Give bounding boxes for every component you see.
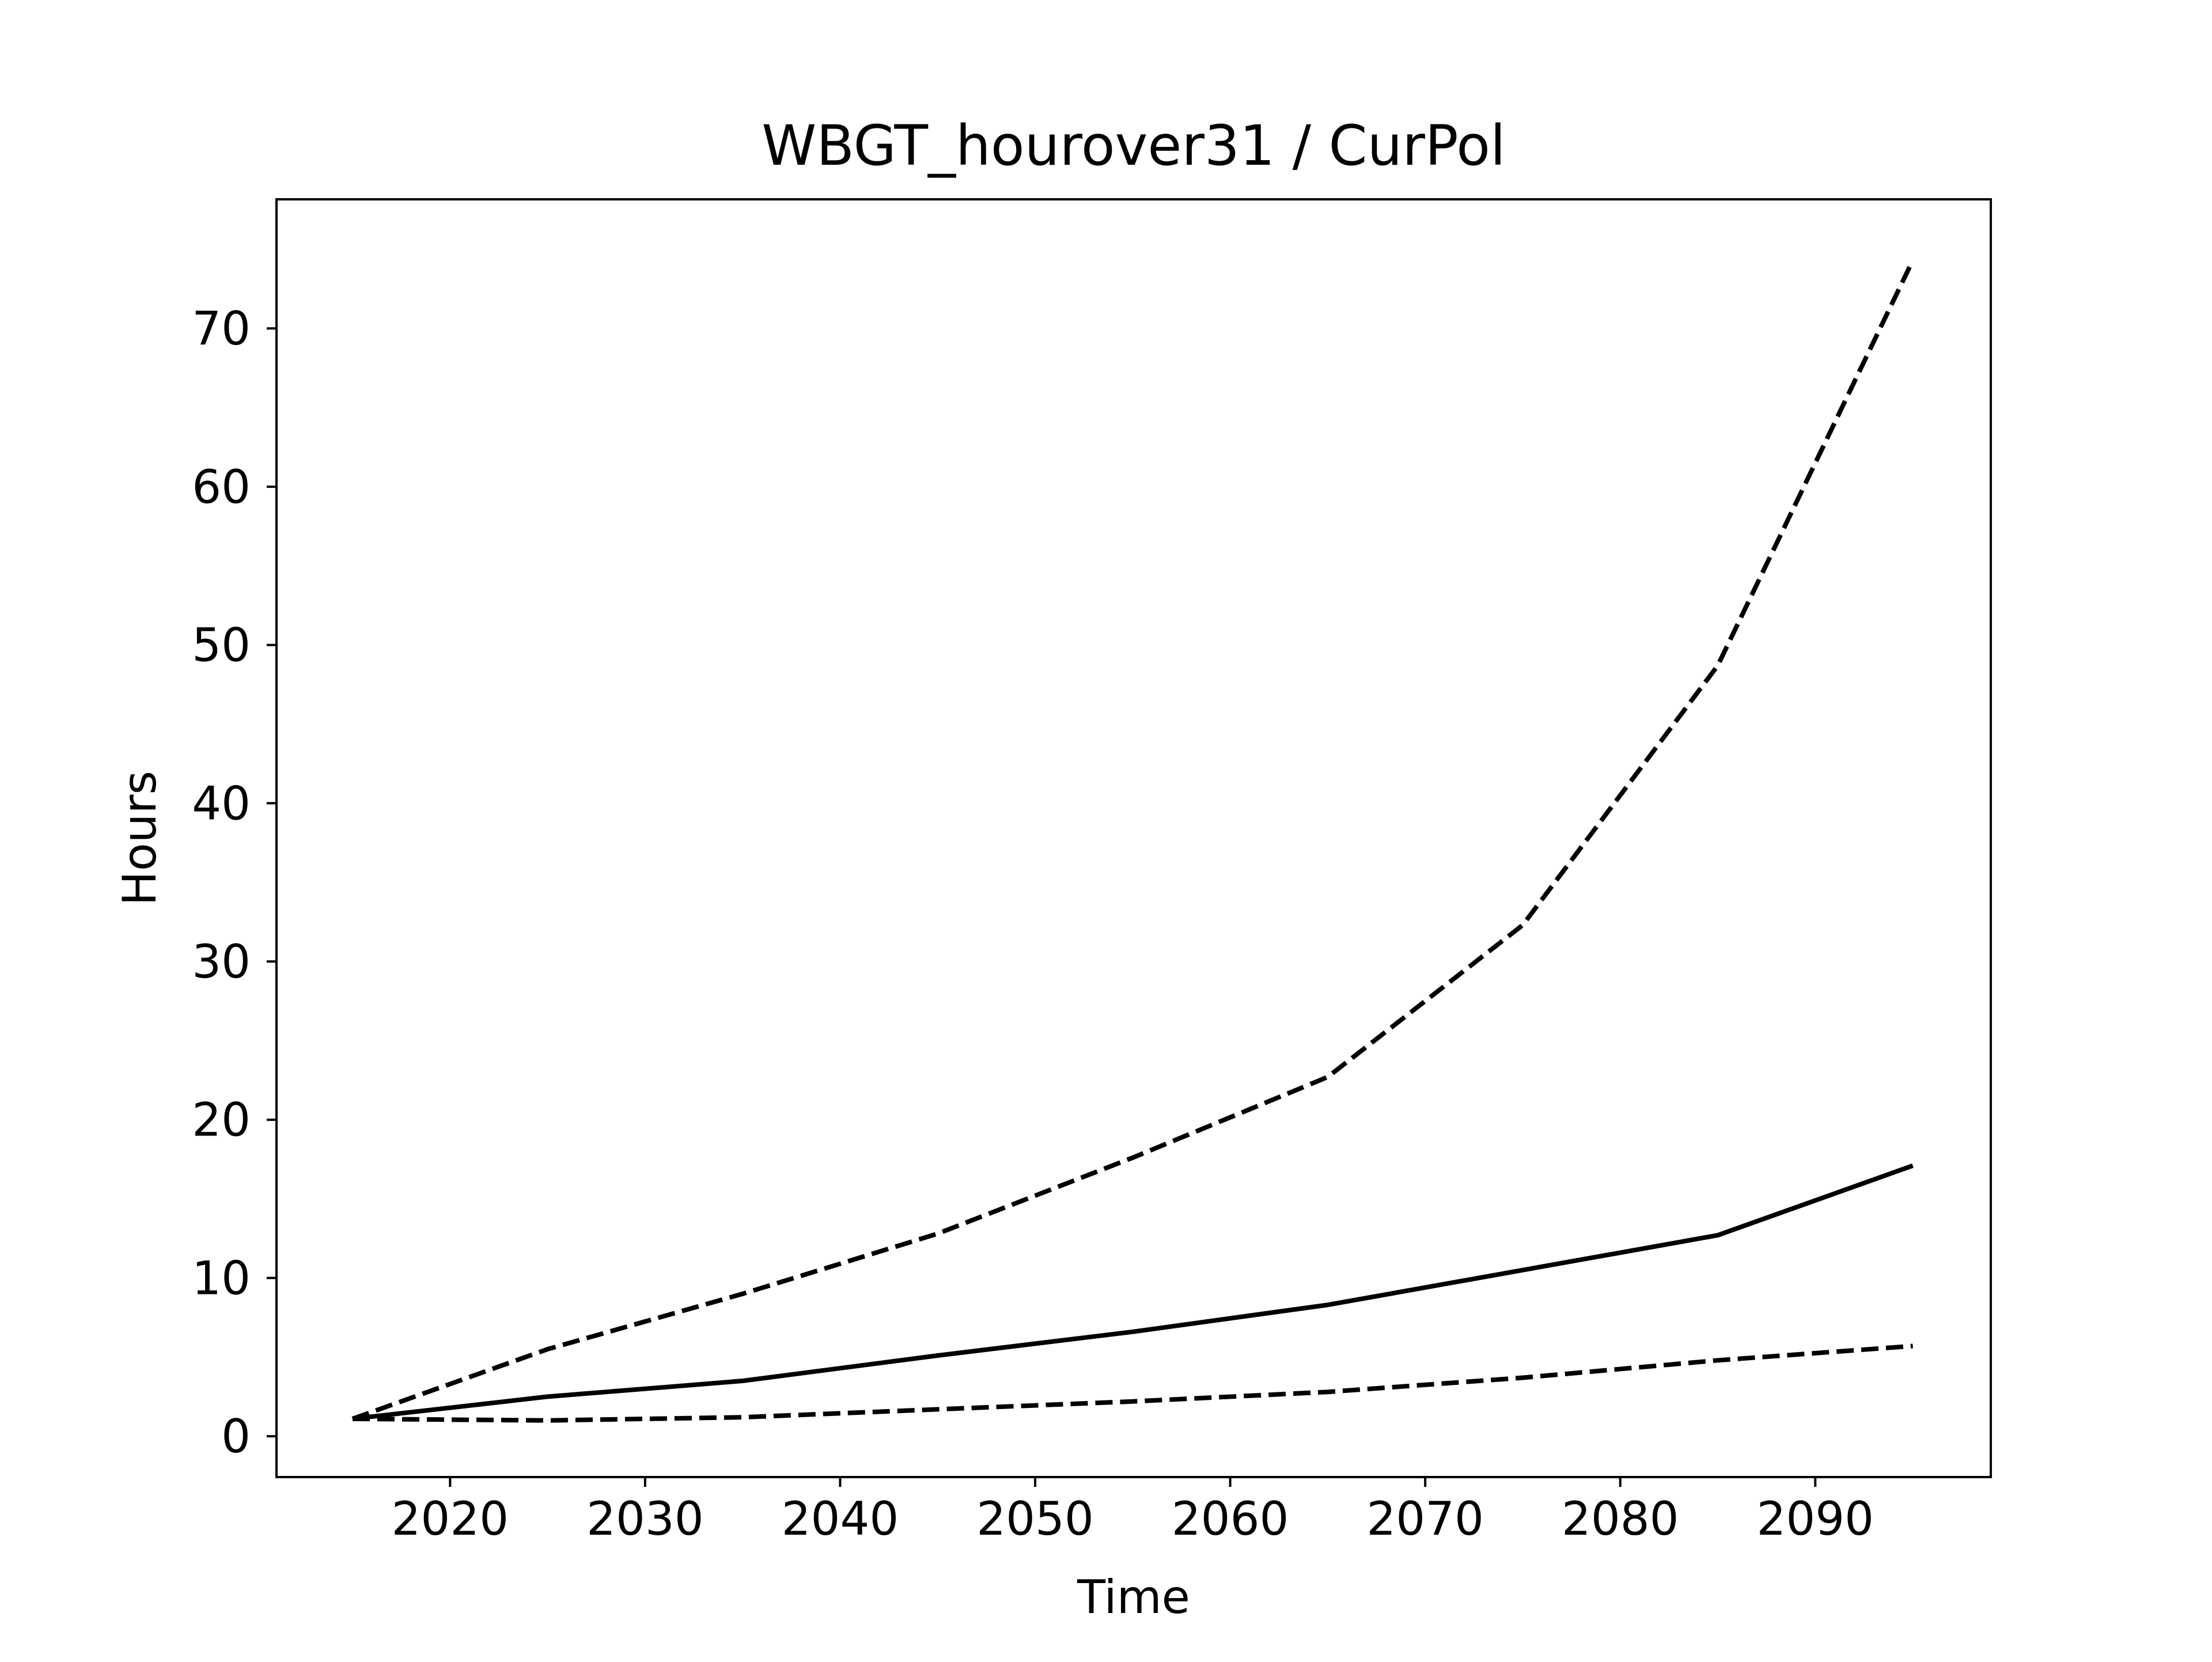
y-tick-label: 50 bbox=[192, 619, 251, 672]
lower-dashed-line bbox=[352, 1343, 1913, 1423]
x-tick-label: 2070 bbox=[1366, 1492, 1484, 1546]
x-tick-label: 2050 bbox=[976, 1492, 1094, 1546]
x-tick-label: 2090 bbox=[1756, 1492, 1874, 1546]
x-tick-label: 2030 bbox=[586, 1492, 704, 1546]
y-tick-label: 30 bbox=[192, 935, 251, 989]
x-axis-label: Time bbox=[1077, 1570, 1190, 1624]
y-tick-label: 10 bbox=[192, 1251, 251, 1305]
y-tick-label: 0 bbox=[221, 1410, 251, 1463]
plot-frame bbox=[275, 198, 1992, 1478]
series-layer bbox=[351, 259, 1915, 1423]
ticks-layer: 2020 2030 2040 2050 2060 2070 2080 209001020304… bbox=[192, 302, 1874, 1546]
y-axis-label: Hours bbox=[113, 771, 166, 906]
y-tick-label: 40 bbox=[192, 777, 251, 830]
x-tick-label: 2080 bbox=[1562, 1492, 1679, 1546]
x-tick-label: 2040 bbox=[782, 1492, 899, 1546]
median-line bbox=[352, 1163, 1914, 1421]
x-tick-label: 2020 bbox=[392, 1492, 509, 1546]
y-tick-label: 20 bbox=[192, 1093, 251, 1147]
x-tick-label: 2060 bbox=[1172, 1492, 1289, 1546]
y-tick-label: 60 bbox=[192, 460, 251, 514]
chart-title: WBGT_hourover31 / CurPol bbox=[762, 113, 1505, 178]
upper-dashed-line bbox=[351, 259, 1915, 1421]
y-tick-label: 70 bbox=[192, 302, 251, 355]
